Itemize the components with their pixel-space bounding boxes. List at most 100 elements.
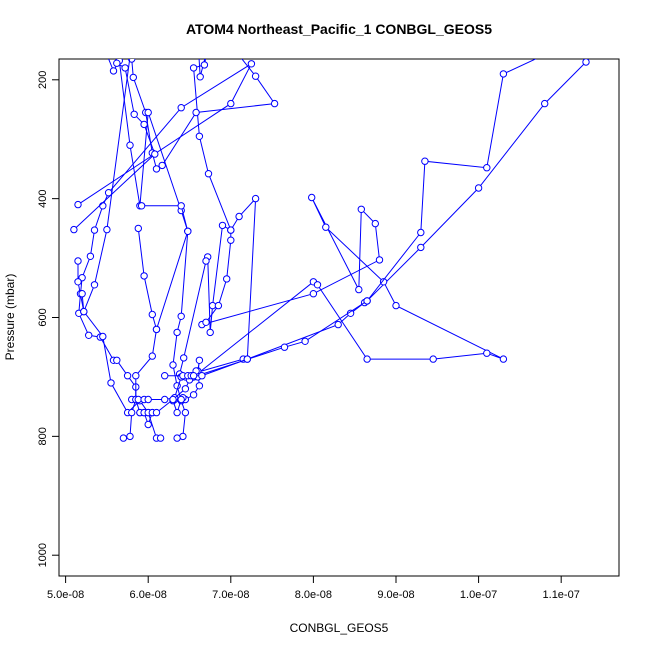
- y-axis-label: Pressure (mbar): [3, 274, 17, 361]
- data-point: [541, 99, 549, 108]
- data-point: [189, 372, 198, 380]
- data-point: [218, 221, 227, 230]
- data-point: [74, 200, 82, 209]
- data-point: [499, 70, 508, 78]
- data-point: [280, 343, 289, 351]
- data-point: [134, 224, 143, 233]
- data-point: [375, 256, 384, 264]
- series-line: [77, 62, 253, 427]
- data-point: [80, 307, 88, 316]
- data-point: [140, 272, 148, 280]
- x-tick-label: 7.0e-08: [212, 589, 249, 601]
- data-point: [355, 285, 363, 294]
- data-point: [78, 290, 86, 298]
- data-point: [137, 202, 146, 210]
- data-point: [144, 108, 152, 117]
- data-point: [301, 337, 309, 345]
- data-point: [192, 108, 200, 117]
- y-axis: 200 400 600 800 1000: [37, 71, 60, 567]
- data-point: [169, 395, 177, 404]
- data-point: [227, 226, 235, 234]
- data-point: [227, 236, 235, 244]
- data-point: [158, 161, 166, 170]
- data-point: [128, 408, 136, 417]
- data-point: [137, 49, 143, 55]
- data-point: [429, 355, 437, 363]
- data-point: [177, 104, 185, 112]
- data-point: [173, 408, 181, 417]
- data-point: [152, 165, 161, 173]
- data-point: [161, 395, 169, 404]
- data-point: [558, 44, 564, 50]
- data-point: [184, 227, 192, 236]
- data-point: [85, 331, 93, 339]
- data-point: [90, 281, 99, 289]
- data-point: [195, 382, 204, 390]
- data-point: [205, 41, 211, 47]
- data-point: [499, 355, 508, 363]
- data-point: [363, 355, 371, 363]
- data-point: [357, 205, 365, 214]
- data-point: [161, 372, 169, 380]
- data-point: [129, 73, 138, 82]
- data-point: [151, 150, 159, 158]
- series-line: [108, 59, 189, 439]
- data-point: [173, 328, 181, 337]
- data-point: [251, 194, 260, 203]
- x-tick-label: 8.0e-08: [295, 589, 332, 601]
- x-tick-label: 6.0e-08: [130, 589, 167, 601]
- x-tick-label: 1.1e-07: [543, 589, 580, 601]
- data-point: [363, 297, 371, 305]
- data-point: [113, 356, 121, 364]
- data-point: [214, 301, 223, 310]
- data-point: [107, 379, 115, 387]
- data-point: [417, 243, 425, 252]
- data-point: [99, 202, 107, 210]
- data-point: [200, 61, 209, 69]
- data-point: [74, 278, 82, 286]
- data-point: [195, 132, 204, 141]
- data-point: [322, 223, 330, 231]
- data-point: [251, 72, 260, 80]
- y-tick-label: 600: [37, 308, 49, 326]
- data-point: [148, 310, 157, 319]
- y-tick-label: 200: [37, 71, 49, 89]
- y-tick-label: 400: [37, 189, 49, 207]
- data-point: [126, 432, 134, 441]
- data-point: [247, 60, 256, 68]
- data-point: [392, 301, 400, 310]
- chart-title: ATOM4 Northeast_Pacific_1 CONBGL_GEOS5: [186, 21, 492, 37]
- data-point: [181, 385, 190, 393]
- data-point: [103, 225, 111, 234]
- data-point: [206, 328, 214, 337]
- data-point: [152, 325, 161, 334]
- data-point: [582, 59, 590, 66]
- data-point: [104, 52, 110, 58]
- x-tick-label: 9.0e-08: [377, 589, 414, 601]
- x-tick-label: 1.0e-07: [460, 589, 497, 601]
- series-line: [123, 205, 189, 439]
- data-point: [90, 226, 99, 234]
- data-point: [132, 372, 140, 380]
- data-point: [130, 110, 138, 119]
- data-point: [204, 170, 213, 178]
- data-point: [144, 395, 152, 404]
- series-line: [193, 197, 504, 378]
- data-point: [127, 40, 133, 46]
- data-point: [189, 64, 198, 72]
- data-point: [308, 193, 316, 202]
- data-point: [235, 212, 243, 221]
- y-tick-label: 800: [37, 427, 49, 445]
- data-point: [177, 202, 185, 210]
- data-point: [109, 67, 118, 75]
- data-point: [99, 332, 107, 341]
- series-line: [164, 197, 257, 377]
- data-point: [74, 257, 82, 265]
- data-point: [180, 354, 188, 362]
- data-point: [232, 47, 238, 53]
- data-point: [417, 228, 425, 237]
- data-point: [223, 275, 231, 283]
- data-point: [379, 278, 388, 286]
- series-line: [137, 228, 157, 330]
- data-point: [177, 395, 185, 404]
